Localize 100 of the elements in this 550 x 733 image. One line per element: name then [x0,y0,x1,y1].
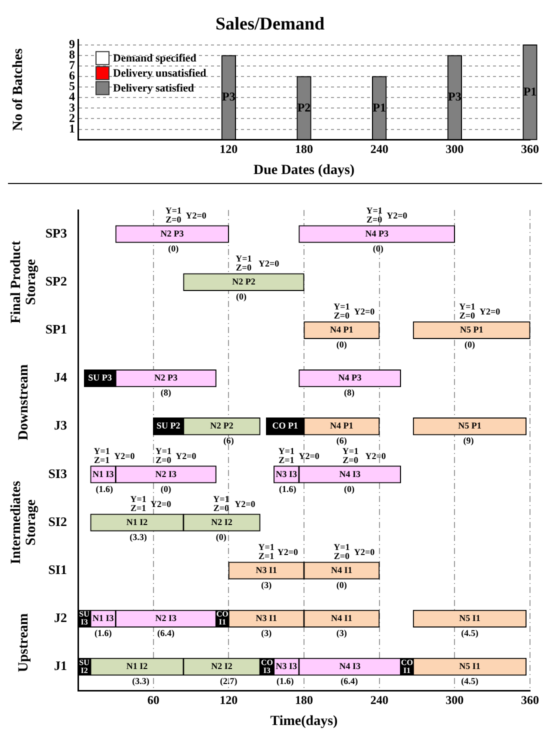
text: N4 I1 [331,613,352,624]
series-label: N2 P3 [160,228,184,238]
annotation: Y2=0 [365,450,386,461]
series-label: CO I3 [260,658,273,675]
annotation: Y2=0 [277,546,298,557]
series-label: SU P3 [88,372,112,383]
annotation: Y=1 Z=0 [366,205,383,224]
series-label: SU P2 [156,420,181,431]
text: N4 P3 [338,372,362,383]
text: N5 I1 [459,661,480,672]
series-label: N1 I3 [92,468,114,479]
annotation: (6.4) [157,628,175,638]
series-label: N3 I1 [256,564,278,575]
legend-label: Delivery unsatisfied [113,67,206,80]
series-label: N4 P3 [365,228,389,238]
annotation: (0) [168,243,179,254]
annotation: Y2=0 [258,258,280,268]
text: N1 I2 [126,661,148,672]
annotation: Y=1 Z=0 [155,446,172,465]
text: N2 P2 [210,420,234,431]
annotation: (0) [464,340,475,350]
y-tick-label: J1 [54,658,67,674]
text: Downstream [16,364,32,440]
text: Final Product Storage [9,240,40,324]
x-tick-label: 180 [295,142,313,156]
annotation: Y=1 Z=1 [278,446,295,465]
annotation: (4.5) [461,676,478,686]
annotation: Y2=0 [298,450,320,461]
y-tick-label: SI3 [48,466,68,481]
annotation: Y2=0 [176,450,197,461]
annotation: Y=1 Z=0 [342,446,360,465]
text: Upstream [16,612,32,672]
annotation: Y2=0 [354,306,376,317]
annotation: Y=1 Z=0 [459,302,476,321]
annotation: (0) [216,532,226,542]
annotation: Y=1 Z=0 [165,205,182,224]
x-tick-label: 60 [147,693,160,708]
x-tick-label: 360 [521,142,539,156]
x-tick-label: 180 [295,693,313,708]
annotation: (0) [236,291,246,302]
y-tick-label: SI2 [48,514,67,529]
x-tick-label: 240 [370,142,388,156]
x-tick-label: 120 [220,142,238,156]
annotation: (3.3) [130,532,147,542]
annotation: (1.6) [276,676,294,686]
series-label: SU I2 [79,658,90,675]
annotation: (0) [336,580,347,590]
text: N2 I3 [155,613,177,624]
text: CO I1 [216,610,228,627]
series-label: SU I3 [79,610,90,627]
annotation: P1 [372,100,386,114]
annotation: (0) [372,243,384,254]
annotation: Y=1 Z=1 [258,542,275,561]
text: N4 I3 [339,661,360,672]
annotation: Y=1 Z=1 [94,446,110,465]
series-label: CO I1 [400,658,413,675]
text: N4 P1 [330,420,354,431]
annotation: (8) [160,388,172,398]
annotation: Y2=0 [186,210,207,220]
y-axis-title: No of Batches [11,48,26,131]
annotation: (1.6) [96,484,113,494]
text: N1 I3 [92,613,114,624]
y-tick-label: J4 [54,370,68,385]
annotation: Y=1 Z=1 [130,494,147,513]
text: N2 I2 [211,661,232,672]
series-label: N1 I2 [126,516,148,527]
series-label: N2 I2 [211,516,233,527]
y-tick-label: J3 [54,418,68,433]
annotation: (1.6) [94,628,112,638]
series-label: N2 I3 [155,468,178,479]
annotation: Y=1 Z=0 [213,494,230,513]
annotation: Y2=0 [150,498,172,509]
y-tick-label: SP1 [45,322,67,337]
x-axis-title: Due Dates (days) [253,163,355,178]
x-tick-label: 300 [446,142,464,156]
y-tick-label: SP3 [45,225,68,240]
annotation: (6) [336,436,347,446]
y-tick-label: J2 [54,610,67,626]
y-tick-label: SP2 [45,273,67,288]
y-tick-label: SI1 [48,562,67,577]
annotation: (0) [336,340,347,350]
annotation: Y=1 Z=0 [236,253,252,272]
legend-label: Delivery satisfied [113,82,194,94]
annotation: (2.7) [220,676,238,686]
annotation: (6) [223,436,234,446]
series-label: N3 I3 [276,468,298,479]
annotation: (3) [261,580,272,590]
legend-label: Demand specified [113,52,196,64]
series-label: N4 I1 [331,564,353,575]
x-tick-label: 240 [370,693,388,708]
annotation: Y2=0 [234,498,256,509]
x-tick-label: 120 [220,693,238,708]
text: N5 P1 [458,420,482,431]
annotation: (3) [336,628,347,638]
series-label: CO P1 [272,420,299,431]
annotation: Y2=0 [386,210,408,220]
annotation: (0) [160,484,172,494]
annotation: (4.5) [461,628,478,638]
annotation: Y2=0 [480,306,501,317]
series-label: N4 I3 [339,468,361,479]
